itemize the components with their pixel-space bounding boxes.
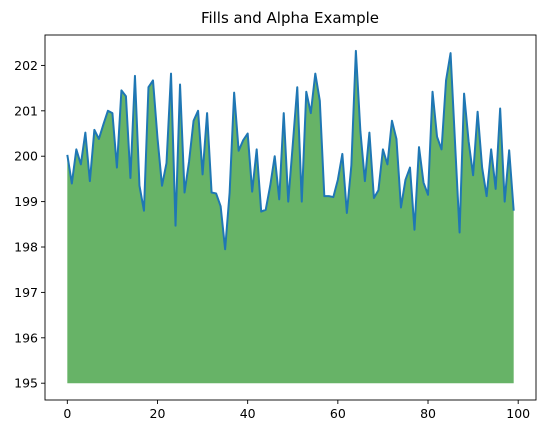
chart-title: Fills and Alpha Example	[201, 9, 379, 27]
x-tick-label: 100	[506, 406, 530, 421]
y-tick-label: 199	[14, 194, 38, 209]
x-tick-label: 80	[420, 406, 436, 421]
plot-area: 0 20 40 60 80 100 195 196 197 198 199 200 201 202	[14, 34, 537, 421]
y-tick-label: 198	[14, 240, 38, 255]
y-tick-label: 196	[14, 330, 38, 345]
x-tick-label: 20	[150, 406, 166, 421]
y-tick-label: 201	[14, 103, 38, 118]
x-tick-label: 60	[330, 406, 346, 421]
y-tick-label: 197	[14, 285, 38, 300]
x-tick-label: 0	[63, 406, 71, 421]
y-tick-label: 195	[14, 376, 38, 391]
y-tick-label: 202	[14, 58, 38, 73]
x-tick-label: 40	[240, 406, 256, 421]
axes-frame	[44, 34, 537, 401]
y-tick-label: 200	[14, 149, 38, 164]
series-line	[66, 49, 515, 251]
